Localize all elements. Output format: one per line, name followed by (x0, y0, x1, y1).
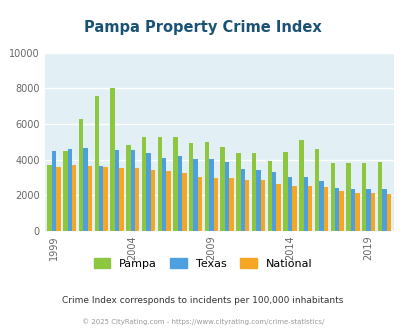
Bar (334, 188, 339, 231)
Bar (99, 166, 103, 231)
Bar (204, 142, 209, 231)
Bar (366, 189, 370, 231)
Text: © 2025 CityRating.com - https://www.cityrating.com/crime-statistics/: © 2025 CityRating.com - https://www.city… (82, 318, 323, 325)
Bar (245, 180, 249, 231)
Bar (240, 169, 245, 231)
Bar (307, 186, 311, 231)
Bar (370, 193, 374, 231)
Bar (267, 161, 271, 231)
Bar (79, 119, 83, 231)
Bar (72, 165, 76, 231)
Bar (134, 168, 139, 231)
Bar (209, 159, 213, 231)
Bar (252, 153, 256, 231)
Bar (229, 179, 233, 231)
Legend: Pampa, Texas, National: Pampa, Texas, National (89, 254, 316, 273)
Bar (283, 152, 287, 231)
Bar (56, 167, 61, 231)
Bar (318, 181, 323, 231)
Bar (298, 140, 303, 231)
Bar (68, 149, 72, 231)
Bar (213, 178, 217, 231)
Bar (177, 156, 182, 231)
Bar (303, 177, 307, 231)
Bar (361, 163, 366, 231)
Bar (63, 151, 68, 231)
Bar (166, 171, 171, 231)
Bar (173, 137, 177, 231)
Bar (87, 166, 92, 231)
Bar (287, 177, 292, 231)
Bar (260, 180, 264, 231)
Text: Pampa Property Crime Index: Pampa Property Crime Index (84, 20, 321, 35)
Bar (115, 150, 119, 231)
Bar (381, 189, 386, 231)
Bar (83, 148, 87, 231)
Bar (119, 168, 123, 231)
Bar (157, 137, 162, 231)
Bar (354, 193, 359, 231)
Bar (220, 147, 224, 231)
Bar (323, 187, 327, 231)
Bar (197, 177, 202, 231)
Bar (52, 151, 56, 231)
Bar (146, 153, 150, 231)
Bar (162, 158, 166, 231)
Bar (94, 96, 99, 231)
Bar (236, 153, 240, 231)
Bar (292, 185, 296, 231)
Bar (386, 194, 390, 231)
Bar (339, 191, 343, 231)
Bar (103, 167, 108, 231)
Bar (110, 87, 115, 231)
Bar (130, 150, 134, 231)
Bar (182, 173, 186, 231)
Bar (377, 162, 381, 231)
Bar (330, 163, 334, 231)
Bar (345, 163, 350, 231)
Bar (189, 143, 193, 231)
Bar (314, 149, 318, 231)
Bar (350, 189, 354, 231)
Bar (47, 165, 52, 231)
Text: Crime Index corresponds to incidents per 100,000 inhabitants: Crime Index corresponds to incidents per… (62, 296, 343, 305)
Bar (193, 159, 197, 231)
Bar (224, 162, 229, 231)
Bar (150, 170, 155, 231)
Bar (256, 170, 260, 231)
Bar (271, 172, 276, 231)
Bar (141, 137, 146, 231)
Bar (126, 145, 130, 231)
Bar (276, 184, 280, 231)
